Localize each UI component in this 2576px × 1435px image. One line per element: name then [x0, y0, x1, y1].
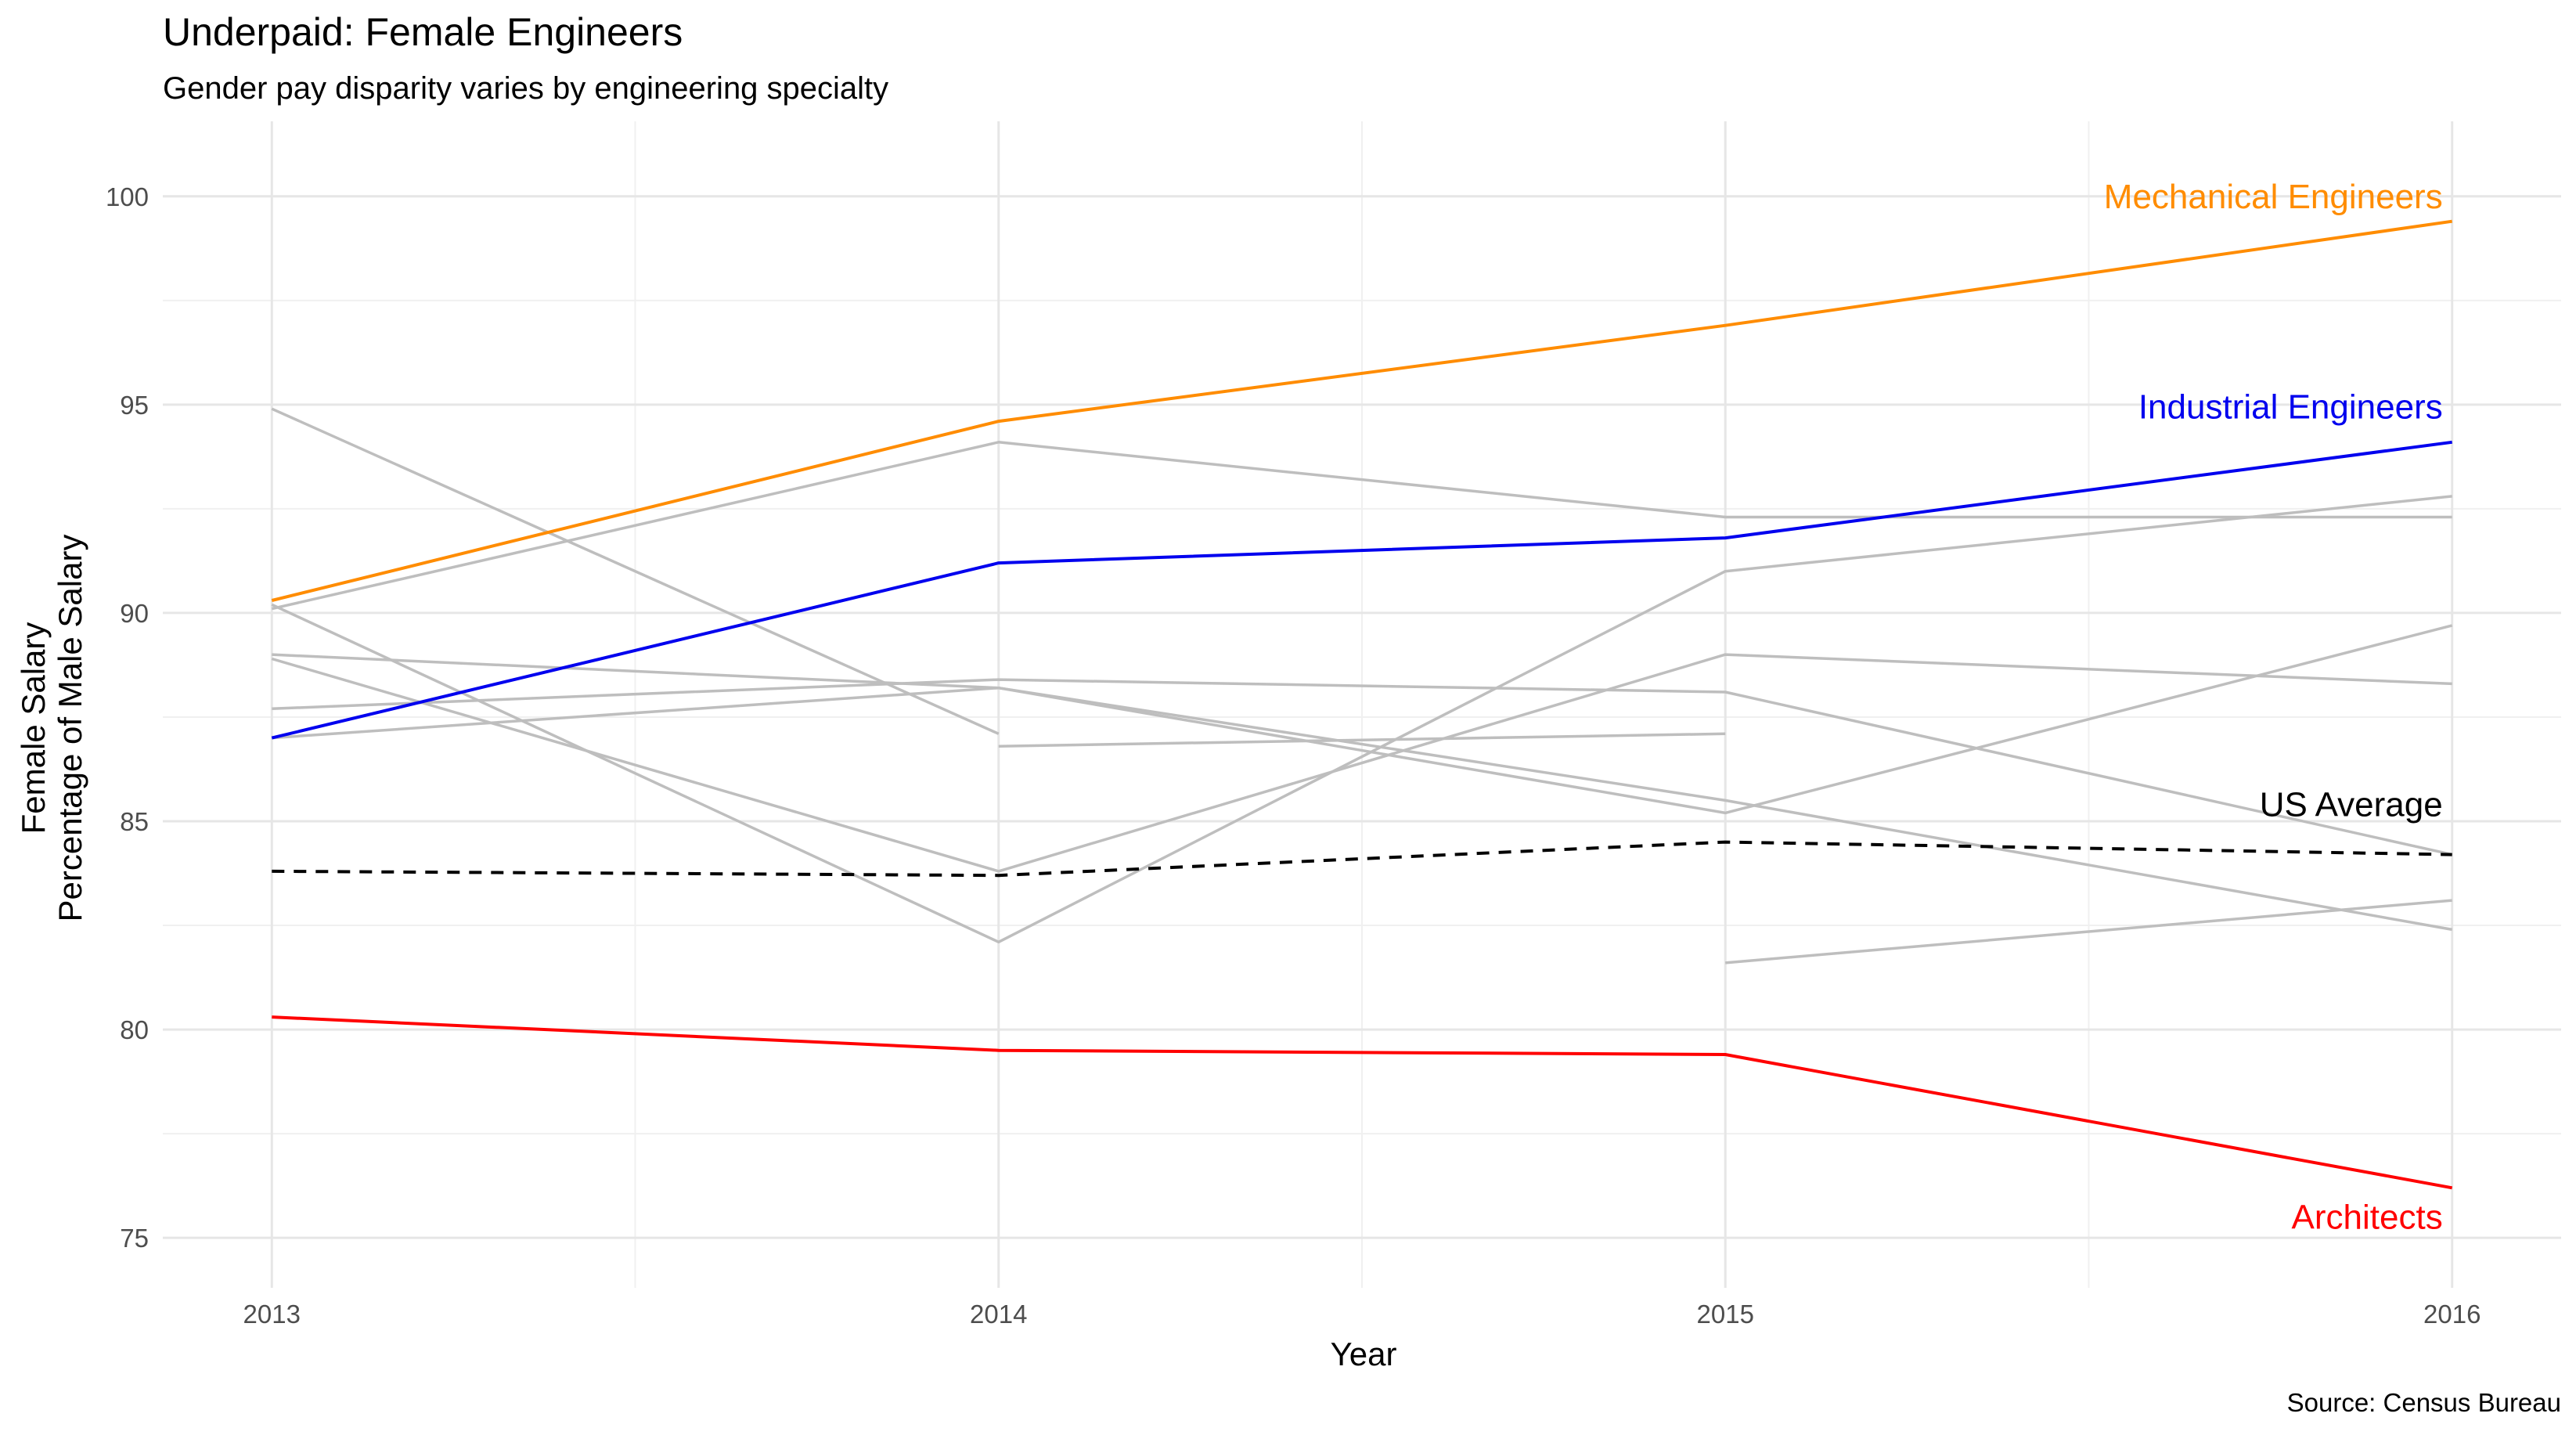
y-axis-title-line-1: Female Salary: [15, 622, 52, 835]
x-tick-label: 2015: [1697, 1300, 1754, 1329]
series-line-industrial-engineers: [271, 440, 2452, 740]
series-line-other: [272, 686, 2453, 932]
series-line-other: [272, 624, 2453, 815]
annotation-us-average: US Average: [2260, 786, 2443, 824]
series-line-other: [272, 678, 2453, 856]
line-annotations: Mechanical Engineers Industrial Engineers…: [2104, 178, 2443, 1237]
y-tick-label: 75: [120, 1224, 149, 1253]
series-line-other: [271, 441, 2452, 611]
x-axis-title: Year: [1331, 1336, 1397, 1372]
series-lines: [271, 219, 2453, 1190]
annotation-architects: Architects: [2292, 1199, 2443, 1237]
source-caption: Source: Census Bureau: [2287, 1388, 2561, 1417]
series-line-other: [271, 495, 2452, 944]
chart-subtitle: Gender pay disparity varies by engineeri…: [163, 71, 888, 106]
grid: [163, 121, 2561, 1288]
series-line-other: [271, 653, 2452, 873]
chart-title: Underpaid: Female Engineers: [163, 10, 683, 54]
axis-ticks: 75 80 85 90 95 100 2013 2014 2015 2016: [106, 182, 2481, 1329]
y-tick-label: 90: [120, 599, 149, 628]
series-line-other: [1725, 899, 2452, 964]
annotation-mechanical-engineers: Mechanical Engineers: [2104, 178, 2443, 216]
x-tick-label: 2016: [2423, 1300, 2481, 1329]
x-tick-label: 2014: [970, 1300, 1027, 1329]
x-tick-label: 2013: [243, 1300, 301, 1329]
y-tick-label: 100: [106, 182, 149, 211]
y-tick-label: 85: [120, 807, 149, 836]
series-line-other: [271, 407, 1000, 735]
series-line-mechanical-engineers: [271, 219, 2452, 602]
series-line-other: [998, 732, 1726, 748]
annotation-industrial-engineers: Industrial Engineers: [2138, 388, 2443, 427]
y-tick-label: 80: [120, 1015, 149, 1044]
y-tick-label: 95: [120, 391, 149, 420]
series-line-architects: [272, 1015, 2453, 1190]
y-axis-title-line-2: Percentage of Male Salary: [52, 535, 88, 922]
